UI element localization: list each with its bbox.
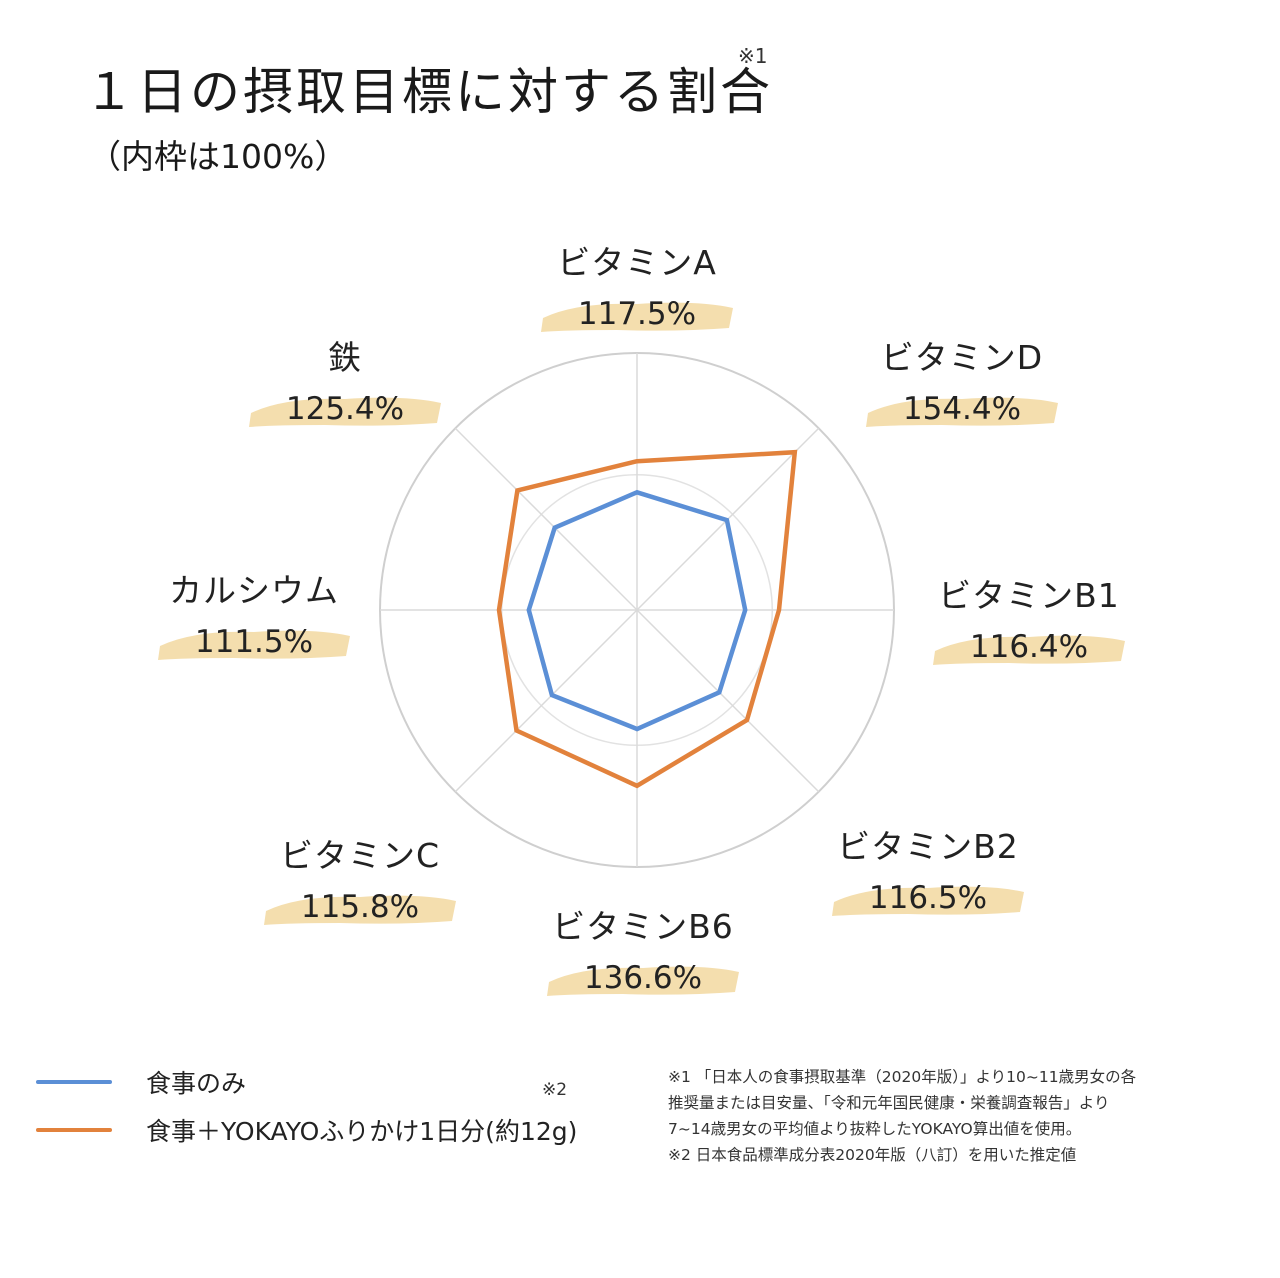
radar-chart: ビタミンA 117.5% ビタミンD 154.4% ビタミンB1 116.4% ビタミンB2… bbox=[158, 243, 1125, 996]
axis-label: ビタミンA bbox=[557, 243, 717, 282]
axis-label: 鉄 bbox=[328, 338, 362, 377]
axis-label: ビタミンB1 bbox=[938, 576, 1120, 615]
footnotes: ※1 「日本人の食事摂取基準（2020年版）」より10~11歳男女の各 推奨量ま… bbox=[668, 1064, 1268, 1168]
title-footnote-mark: ※1 bbox=[738, 44, 768, 68]
axis-label: ビタミンC bbox=[280, 836, 440, 875]
series-meal-plus bbox=[496, 449, 798, 789]
axis-value-label: 117.5% bbox=[578, 296, 696, 332]
legend-swatch-meal-plus bbox=[36, 1128, 112, 1132]
series-meal-only bbox=[526, 489, 748, 732]
axis-value-label: 154.4% bbox=[903, 391, 1021, 427]
axis-value-label: 116.5% bbox=[869, 880, 987, 916]
axis-value-label: 115.8% bbox=[301, 889, 419, 925]
footnote-line: 推奨量または目安量、「令和元年国民健康・栄養調査報告」より bbox=[668, 1094, 1110, 1112]
axis-label: ビタミンD bbox=[881, 338, 1043, 377]
footnote-line: ※1 「日本人の食事摂取基準（2020年版）」より10~11歳男女の各 bbox=[668, 1068, 1137, 1086]
legend-footnote-mark: ※2 bbox=[542, 1080, 568, 1100]
legend-swatch-meal-only bbox=[36, 1080, 112, 1084]
axis-value-label: 111.5% bbox=[195, 624, 313, 660]
axis-label: カルシウム bbox=[169, 571, 339, 610]
legend-item-meal-only: 食事のみ bbox=[36, 1064, 246, 1100]
value-highlight bbox=[158, 630, 350, 660]
legend-label-meal-plus: 食事＋YOKAYOふりかけ1日分(約12g) bbox=[146, 1117, 578, 1146]
axis-spoke bbox=[636, 609, 820, 793]
value-highlight bbox=[541, 302, 733, 332]
value-highlight bbox=[866, 397, 1058, 427]
footnote-line: ※2 日本食品標準成分表2020年版（八訂）を用いた推定値 bbox=[668, 1146, 1077, 1164]
value-highlight bbox=[264, 895, 456, 925]
axis-spoke bbox=[454, 427, 638, 611]
value-highlight bbox=[933, 635, 1125, 665]
value-highlight bbox=[249, 397, 441, 427]
axis-value-label: 125.4% bbox=[286, 391, 404, 427]
axis-value-label: 136.6% bbox=[584, 960, 702, 996]
axis-value-label: 116.4% bbox=[970, 629, 1088, 665]
chart-subtitle: （内枠は100%） bbox=[88, 137, 348, 176]
value-highlight bbox=[547, 966, 739, 996]
footnote-line: 7~14歳男女の平均値より抜粋したYOKAYO算出値を使用。 bbox=[668, 1120, 1082, 1138]
legend-label-meal-only: 食事のみ bbox=[146, 1069, 247, 1098]
chart-title: １日の摂取目標に対する割合 bbox=[84, 63, 773, 121]
axis-label: ビタミンB6 bbox=[552, 907, 734, 946]
axis-label: ビタミンB2 bbox=[837, 827, 1019, 866]
value-highlight bbox=[832, 886, 1024, 916]
axis-spoke bbox=[454, 609, 638, 793]
legend-item-meal-plus: 食事＋YOKAYOふりかけ1日分(約12g) bbox=[36, 1112, 577, 1148]
